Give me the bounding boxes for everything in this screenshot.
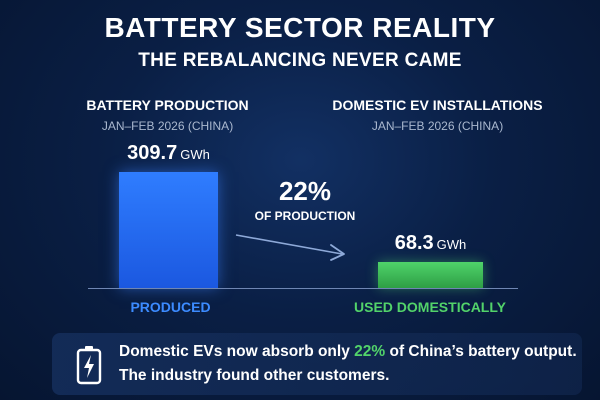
- footer-line-2: The industry found other customers.: [119, 367, 390, 384]
- footer-text-post: of China’s battery output.: [385, 343, 577, 360]
- production-heading: BATTERY PRODUCTION: [86, 97, 249, 113]
- share-percent: 22%: [278, 176, 332, 206]
- category-label-used-domestically: USED DOMESTICALLY: [354, 299, 506, 315]
- category-label-produced: PRODUCED: [130, 299, 211, 315]
- footer-highlight: 22%: [354, 343, 386, 360]
- footer-callout: Domestic EVs now absorb only 22% of Chin…: [52, 333, 582, 395]
- bar-used-domestically: [378, 262, 483, 288]
- installations-period: JAN–FEB 2026 (CHINA): [371, 119, 504, 133]
- footer-line-1: Domestic EVs now absorb only 22% of Chin…: [119, 343, 577, 361]
- bar-value-label-domestic: 68.3 GWh: [348, 232, 513, 255]
- production-period: JAN–FEB 2026 (CHINA): [101, 119, 234, 133]
- bar-value-domestic: 68.3: [394, 232, 434, 254]
- bar-value-label-produced: 309.7 GWh: [89, 142, 248, 165]
- bar-value-produced: 309.7: [127, 142, 178, 164]
- bar-unit-produced: GWh: [180, 147, 210, 162]
- battery-charging-icon: [76, 346, 102, 385]
- chart-baseline: [88, 288, 518, 289]
- chart-title: BATTERY SECTOR REALITY: [104, 12, 496, 43]
- chart-subtitle: THE REBALANCING NEVER CAME: [138, 50, 462, 71]
- arrow-right-icon: [235, 234, 345, 261]
- share-text: OF PRODUCTION: [254, 209, 356, 223]
- bar-unit-domestic: GWh: [436, 237, 467, 252]
- footer-text-pre: Domestic EVs now absorb only: [119, 343, 355, 360]
- bar-produced: [119, 172, 218, 288]
- installations-heading: DOMESTIC EV INSTALLATIONS: [332, 97, 543, 113]
